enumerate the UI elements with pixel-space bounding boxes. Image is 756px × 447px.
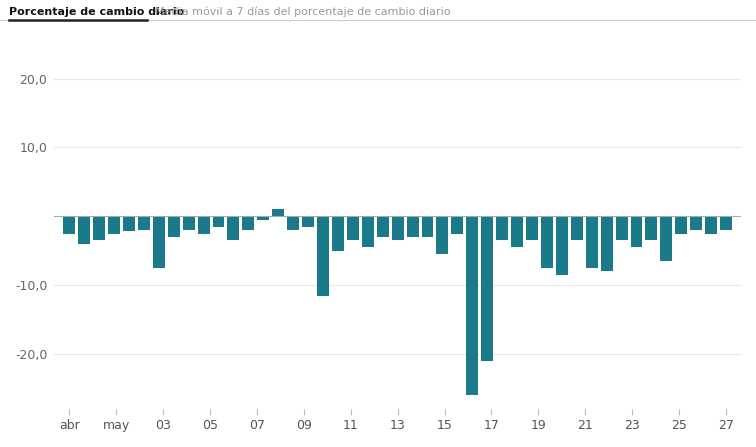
- Bar: [257, 216, 269, 220]
- Bar: [183, 216, 194, 230]
- Bar: [243, 216, 254, 230]
- Bar: [93, 216, 105, 240]
- Bar: [556, 216, 568, 275]
- Bar: [168, 216, 180, 237]
- Bar: [376, 216, 389, 237]
- Bar: [212, 216, 225, 227]
- Bar: [586, 216, 598, 268]
- Bar: [392, 216, 404, 240]
- Bar: [615, 216, 627, 240]
- Bar: [422, 216, 433, 237]
- Bar: [436, 216, 448, 254]
- Bar: [601, 216, 612, 271]
- Text: Porcentaje de cambio diario: Porcentaje de cambio diario: [9, 7, 184, 17]
- Bar: [197, 216, 209, 233]
- Bar: [690, 216, 702, 230]
- Bar: [661, 216, 672, 261]
- Bar: [675, 216, 687, 233]
- Bar: [407, 216, 419, 237]
- Bar: [526, 216, 538, 240]
- Text: Media móvil a 7 días del porcentaje de cambio diario: Media móvil a 7 días del porcentaje de c…: [155, 7, 451, 17]
- Bar: [302, 216, 314, 227]
- Bar: [228, 216, 240, 240]
- Bar: [287, 216, 299, 230]
- Bar: [705, 216, 717, 233]
- Bar: [482, 216, 493, 361]
- Bar: [720, 216, 732, 230]
- Bar: [64, 216, 75, 233]
- Bar: [108, 216, 120, 233]
- Bar: [347, 216, 359, 240]
- Bar: [571, 216, 583, 240]
- Bar: [451, 216, 463, 233]
- Bar: [272, 210, 284, 216]
- Bar: [123, 216, 135, 232]
- Bar: [541, 216, 553, 268]
- Bar: [362, 216, 373, 247]
- Bar: [466, 216, 479, 396]
- Bar: [332, 216, 344, 251]
- Bar: [646, 216, 658, 240]
- Bar: [511, 216, 523, 247]
- Bar: [153, 216, 165, 268]
- Bar: [78, 216, 90, 244]
- Bar: [138, 216, 150, 230]
- Bar: [317, 216, 329, 295]
- Bar: [496, 216, 508, 240]
- Bar: [631, 216, 643, 247]
